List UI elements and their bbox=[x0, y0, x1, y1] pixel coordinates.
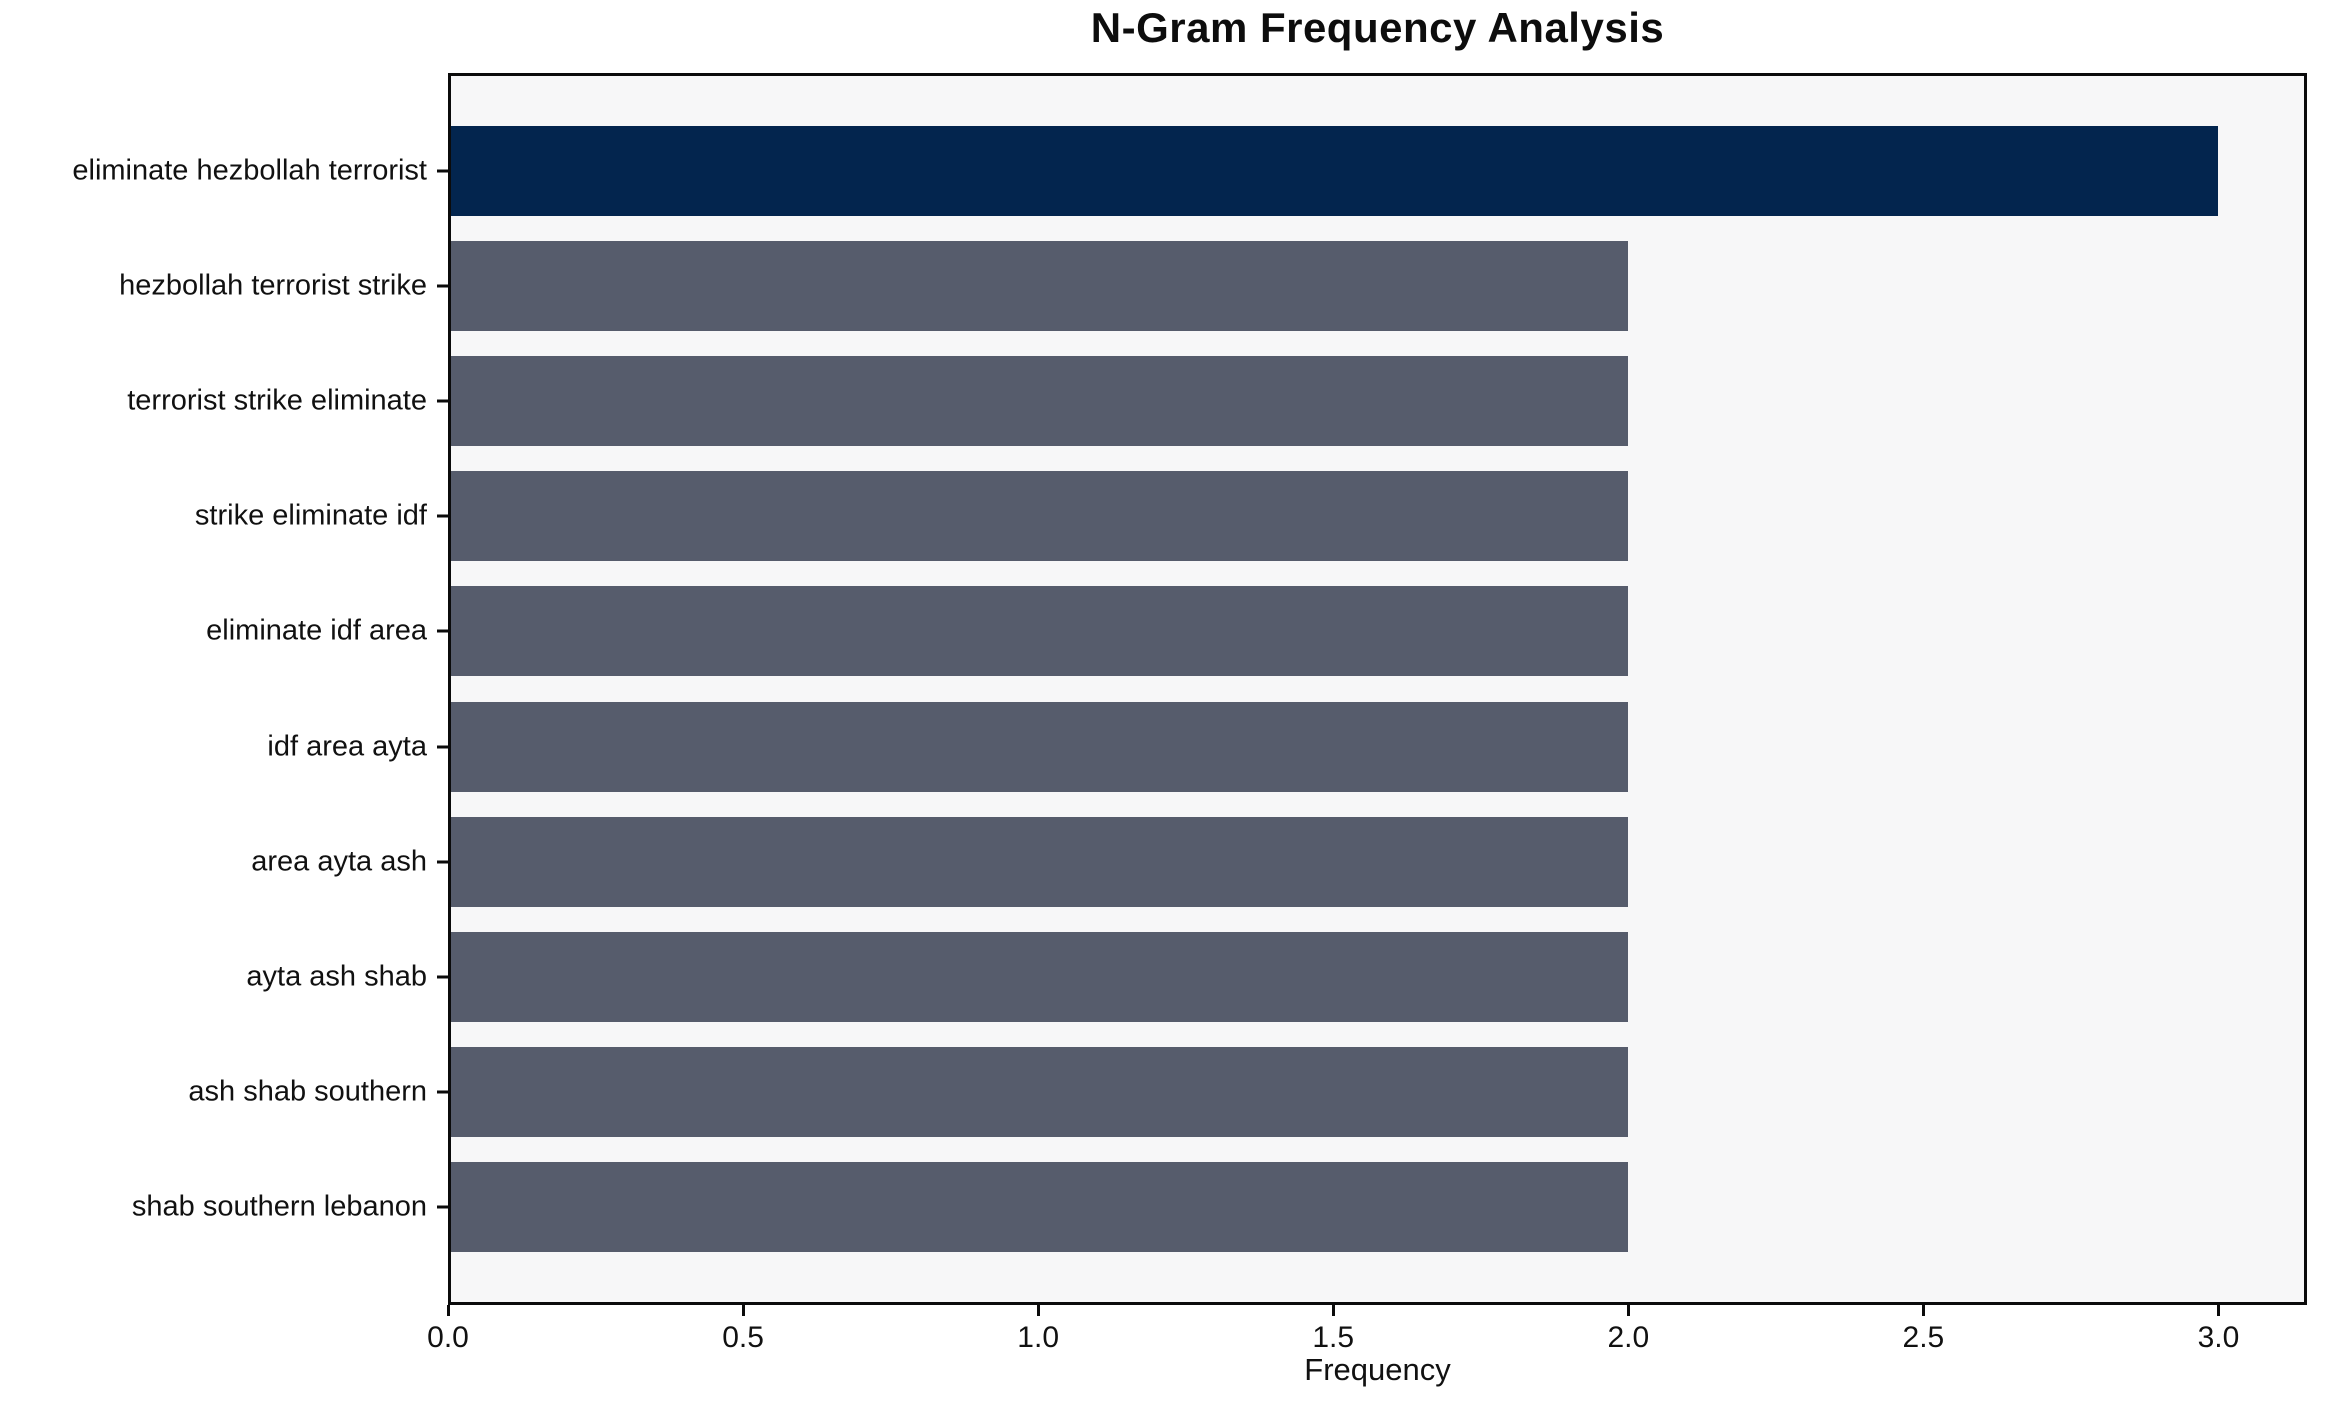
x-axis-tick-label: 3.0 bbox=[2197, 1321, 2240, 1354]
bar bbox=[448, 471, 1629, 562]
y-axis-category-label: idf area ayta bbox=[267, 730, 427, 763]
y-axis-category-label: ayta ash shab bbox=[246, 960, 427, 993]
y-axis-category-label: eliminate idf area bbox=[206, 614, 427, 647]
x-axis-tick bbox=[741, 1305, 745, 1316]
bar-rows: eliminate hezbollah terrorist hezbollah t… bbox=[72, 73, 2307, 1305]
bar bbox=[448, 586, 1629, 677]
y-axis-tick bbox=[437, 284, 448, 288]
bar bbox=[448, 1046, 1629, 1137]
bar bbox=[448, 126, 2219, 216]
y-axis-category-label: ash shab southern bbox=[188, 1075, 427, 1108]
x-axis-tick bbox=[1036, 1305, 1040, 1316]
x-axis-tick bbox=[2216, 1305, 2220, 1316]
x-axis-tick bbox=[446, 1305, 450, 1316]
y-axis-tick bbox=[437, 1090, 448, 1094]
bar-row: terrorist strike eliminate bbox=[127, 356, 2307, 447]
y-axis-tick bbox=[437, 514, 448, 518]
x-axis-tick bbox=[1331, 1305, 1335, 1316]
bar-row: shab southern lebanon bbox=[132, 1161, 2307, 1252]
chart-title: N-Gram Frequency Analysis bbox=[1090, 4, 1665, 51]
plot-area: eliminate hezbollah terrorist hezbollah t… bbox=[72, 73, 2307, 1354]
x-axis-tick-label: 1.0 bbox=[1017, 1321, 1060, 1354]
x-axis-tick bbox=[1921, 1305, 1925, 1316]
y-axis-tick bbox=[437, 629, 448, 633]
x-axis-tick-label: 0.5 bbox=[722, 1321, 764, 1354]
x-axis-tick-label: 0.0 bbox=[427, 1321, 469, 1354]
bar bbox=[448, 816, 1629, 907]
y-axis-category-label: hezbollah terrorist strike bbox=[119, 269, 427, 302]
y-axis-tick bbox=[437, 1205, 448, 1209]
bar-row: eliminate hezbollah terrorist bbox=[72, 126, 2307, 216]
bar-row: idf area ayta bbox=[267, 701, 2307, 792]
y-axis-tick bbox=[437, 975, 448, 979]
y-axis-category-label: eliminate hezbollah terrorist bbox=[72, 154, 427, 187]
bar-row: strike eliminate idf bbox=[195, 471, 2307, 562]
bar-row: hezbollah terrorist strike bbox=[119, 241, 2307, 332]
bar bbox=[448, 1161, 1629, 1252]
x-axis-tick-label: 2.5 bbox=[1902, 1321, 1945, 1354]
bar-row: ash shab southern bbox=[188, 1046, 2307, 1137]
bar-row: area ayta ash bbox=[251, 816, 2307, 907]
bar bbox=[448, 356, 1629, 447]
bar-row: ayta ash shab bbox=[246, 931, 2307, 1022]
bar bbox=[448, 701, 1629, 792]
y-axis-category-label: area ayta ash bbox=[251, 845, 427, 878]
x-axis-tick bbox=[1626, 1305, 1630, 1316]
y-axis-category-label: strike eliminate idf bbox=[194, 499, 427, 532]
y-axis-category-label: terrorist strike eliminate bbox=[127, 384, 427, 417]
bar bbox=[448, 241, 1629, 332]
x-axis-ticks: 0.0 0.5 1.0 1.5 2.0 2.5 3.0 bbox=[427, 73, 2307, 1354]
y-axis-tick bbox=[437, 745, 448, 749]
x-axis-tick-label: 1.5 bbox=[1312, 1321, 1355, 1354]
y-axis-tick bbox=[437, 169, 448, 173]
y-axis-category-label: shab southern lebanon bbox=[131, 1190, 427, 1223]
x-axis-tick-label: 2.0 bbox=[1607, 1321, 1650, 1354]
bar-row: eliminate idf area bbox=[206, 586, 2307, 677]
bar bbox=[448, 931, 1629, 1022]
y-axis-tick bbox=[437, 399, 448, 403]
y-axis-tick bbox=[437, 860, 448, 864]
x-axis-label: Frequency bbox=[1304, 1352, 1451, 1387]
